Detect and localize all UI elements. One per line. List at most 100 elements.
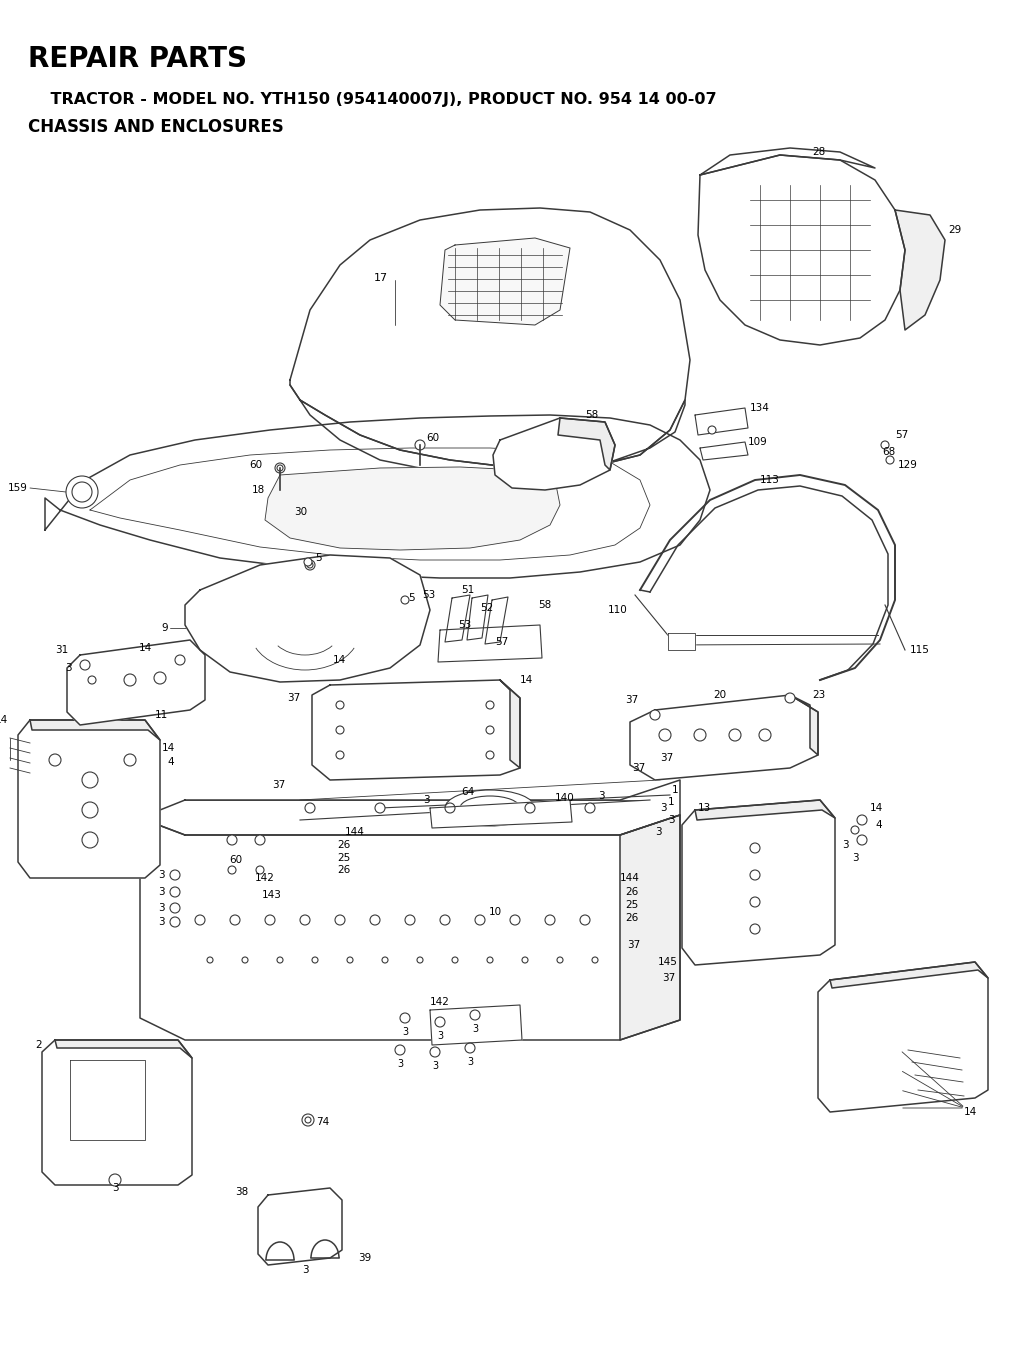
Circle shape — [881, 442, 889, 448]
Polygon shape — [70, 1060, 145, 1140]
Circle shape — [255, 834, 265, 845]
Circle shape — [305, 560, 315, 569]
Circle shape — [230, 915, 240, 925]
Text: 51: 51 — [462, 584, 475, 595]
Circle shape — [82, 802, 98, 818]
Text: 64: 64 — [462, 787, 475, 796]
Circle shape — [750, 924, 760, 934]
Ellipse shape — [460, 796, 520, 819]
Polygon shape — [485, 597, 508, 644]
Text: 134: 134 — [750, 404, 770, 413]
Text: 5: 5 — [408, 593, 415, 603]
Text: 60: 60 — [249, 459, 262, 470]
Text: 25: 25 — [625, 900, 638, 911]
Text: 3: 3 — [159, 917, 165, 927]
Circle shape — [401, 597, 409, 603]
Text: 110: 110 — [608, 605, 628, 616]
Circle shape — [275, 463, 285, 473]
Circle shape — [585, 803, 595, 813]
Text: 20: 20 — [714, 690, 727, 700]
Text: 3: 3 — [112, 1182, 119, 1193]
Polygon shape — [682, 800, 835, 965]
Circle shape — [124, 754, 136, 766]
Polygon shape — [818, 962, 988, 1112]
Text: 11: 11 — [155, 709, 168, 720]
Circle shape — [430, 1046, 440, 1057]
Polygon shape — [630, 694, 818, 780]
Text: 29: 29 — [948, 226, 962, 235]
Circle shape — [300, 915, 310, 925]
Text: 17: 17 — [374, 273, 388, 283]
Circle shape — [759, 728, 771, 741]
Text: 3: 3 — [598, 791, 604, 800]
Text: 52: 52 — [480, 603, 494, 613]
Circle shape — [486, 701, 494, 709]
Circle shape — [694, 728, 706, 741]
Text: 26: 26 — [337, 864, 350, 875]
Circle shape — [750, 897, 760, 906]
Circle shape — [452, 957, 458, 964]
Circle shape — [336, 752, 344, 758]
Text: 3: 3 — [397, 1059, 403, 1070]
Circle shape — [170, 870, 180, 881]
Text: 14: 14 — [520, 675, 534, 685]
Text: 38: 38 — [234, 1186, 248, 1197]
Circle shape — [80, 660, 90, 670]
Text: 3: 3 — [423, 795, 430, 805]
Text: 14: 14 — [964, 1108, 977, 1117]
Polygon shape — [290, 385, 685, 472]
Polygon shape — [493, 419, 615, 491]
Text: 57: 57 — [495, 637, 508, 647]
Circle shape — [82, 772, 98, 788]
Polygon shape — [695, 800, 835, 819]
Text: 37: 37 — [660, 753, 673, 762]
Text: 129: 129 — [898, 459, 918, 470]
Circle shape — [170, 887, 180, 897]
Circle shape — [486, 726, 494, 734]
Text: 26: 26 — [337, 840, 350, 849]
Ellipse shape — [445, 790, 535, 826]
Polygon shape — [430, 1006, 522, 1045]
Text: 13: 13 — [698, 803, 712, 813]
Circle shape — [302, 1114, 314, 1127]
Circle shape — [440, 915, 450, 925]
Circle shape — [400, 1012, 410, 1023]
Text: 37: 37 — [271, 780, 285, 790]
Text: 31: 31 — [54, 646, 68, 655]
Circle shape — [265, 915, 275, 925]
Circle shape — [522, 957, 528, 964]
Polygon shape — [698, 155, 905, 345]
Circle shape — [335, 915, 345, 925]
Text: 159: 159 — [8, 482, 28, 493]
Text: 26: 26 — [625, 887, 638, 897]
Circle shape — [750, 843, 760, 853]
Circle shape — [278, 957, 283, 964]
Circle shape — [305, 803, 315, 813]
Circle shape — [375, 803, 385, 813]
Polygon shape — [467, 595, 488, 640]
Text: 58: 58 — [538, 601, 551, 610]
Circle shape — [857, 834, 867, 845]
Polygon shape — [55, 1040, 193, 1059]
Polygon shape — [790, 694, 818, 756]
Circle shape — [395, 1045, 406, 1055]
Text: 14: 14 — [870, 803, 884, 813]
Polygon shape — [265, 467, 560, 550]
Circle shape — [256, 866, 264, 874]
Circle shape — [785, 693, 795, 703]
Circle shape — [592, 957, 598, 964]
Circle shape — [415, 440, 425, 450]
Circle shape — [465, 1042, 475, 1053]
Text: 4: 4 — [874, 819, 882, 830]
Circle shape — [304, 559, 312, 565]
Text: 3: 3 — [159, 870, 165, 881]
Circle shape — [857, 815, 867, 825]
Circle shape — [475, 915, 485, 925]
Polygon shape — [290, 208, 690, 467]
Text: 142: 142 — [430, 998, 450, 1007]
Circle shape — [435, 1017, 445, 1027]
Polygon shape — [830, 962, 988, 988]
Text: 57: 57 — [895, 429, 908, 440]
Circle shape — [195, 915, 205, 925]
Circle shape — [659, 728, 671, 741]
